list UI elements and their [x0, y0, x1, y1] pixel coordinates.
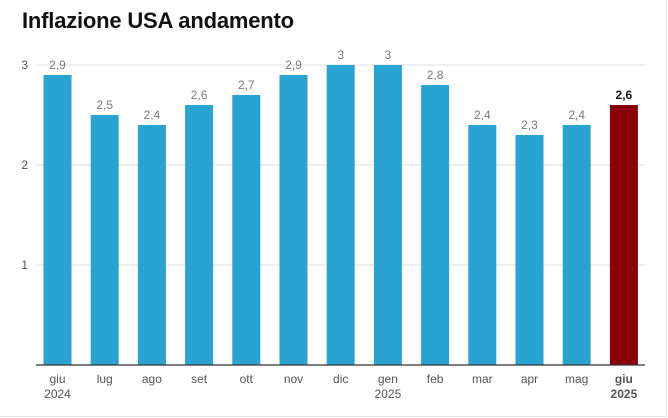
x-tick-label-line: mar	[472, 372, 493, 386]
x-tick-label-line: dic	[333, 372, 348, 386]
x-tick-label-line: apr	[521, 372, 538, 386]
chart-title: Inflazione USA andamento	[22, 8, 294, 33]
x-tick-label: lug	[97, 372, 113, 386]
x-tick-label: mar	[472, 372, 493, 386]
value-label: 2,5	[96, 98, 113, 112]
value-label: 2,4	[144, 108, 161, 122]
value-label: 3	[337, 48, 344, 62]
x-tick-label: giu 2024	[44, 372, 71, 401]
x-tick-label-line: gen	[378, 372, 398, 386]
x-tick-label-line: ott	[240, 372, 254, 386]
value-label: 2,7	[238, 78, 255, 92]
bar	[562, 125, 591, 365]
bar	[515, 135, 544, 365]
x-tick-label: feb	[427, 372, 444, 386]
bar	[373, 65, 402, 365]
x-tick-label: apr	[521, 372, 538, 386]
x-tick-label-line: ago	[142, 372, 162, 386]
bar	[421, 85, 450, 365]
x-tick-label: nov	[284, 372, 303, 386]
x-tick-label-line: 2025	[375, 387, 402, 401]
value-label: 2,3	[521, 118, 538, 132]
value-label: 2,8	[427, 68, 444, 82]
x-tick-label: gen 2025	[375, 372, 402, 401]
x-tick-label-line: 2025	[611, 387, 638, 401]
y-tick-label: 2	[21, 158, 28, 172]
bar	[185, 105, 214, 365]
data-labels: 2,9 2,5 2,4 2,6 2,7 2,9 3 3 2,8 2,4 2,3 2,4 2,6	[49, 48, 632, 132]
bar	[468, 125, 497, 365]
value-label: 3	[385, 48, 392, 62]
value-label: 2,6	[616, 88, 633, 102]
value-label: 2,4	[474, 108, 491, 122]
x-tick-label-line: nov	[284, 372, 303, 386]
x-tick-label: mag	[565, 372, 588, 386]
bar-highlight	[609, 105, 638, 365]
value-label: 2,9	[49, 58, 66, 72]
x-tick-label: ago	[142, 372, 162, 386]
x-tick-label-line: set	[191, 372, 208, 386]
x-tick-label-line: giu	[49, 372, 65, 386]
x-tick-label-line: 2024	[44, 387, 71, 401]
bar	[326, 65, 355, 365]
bar	[279, 75, 308, 365]
y-tick-label: 3	[21, 58, 28, 72]
x-tick-label: giu 2025	[611, 372, 638, 401]
bar	[137, 125, 166, 365]
bar	[90, 115, 119, 365]
x-tick-label: dic	[333, 372, 348, 386]
x-tick-label: set	[191, 372, 208, 386]
value-label: 2,6	[191, 88, 208, 102]
bars	[43, 65, 638, 365]
x-tick-label-line: mag	[565, 372, 588, 386]
value-label: 2,9	[285, 58, 302, 72]
x-tick-label-line: feb	[427, 372, 444, 386]
bar	[232, 95, 261, 365]
y-tick-label: 1	[21, 258, 28, 272]
bar	[43, 75, 72, 365]
x-tick-label-line: lug	[97, 372, 113, 386]
x-tick-label-line: giu	[615, 372, 633, 386]
x-tick-label: ott	[240, 372, 254, 386]
value-label: 2,4	[568, 108, 585, 122]
